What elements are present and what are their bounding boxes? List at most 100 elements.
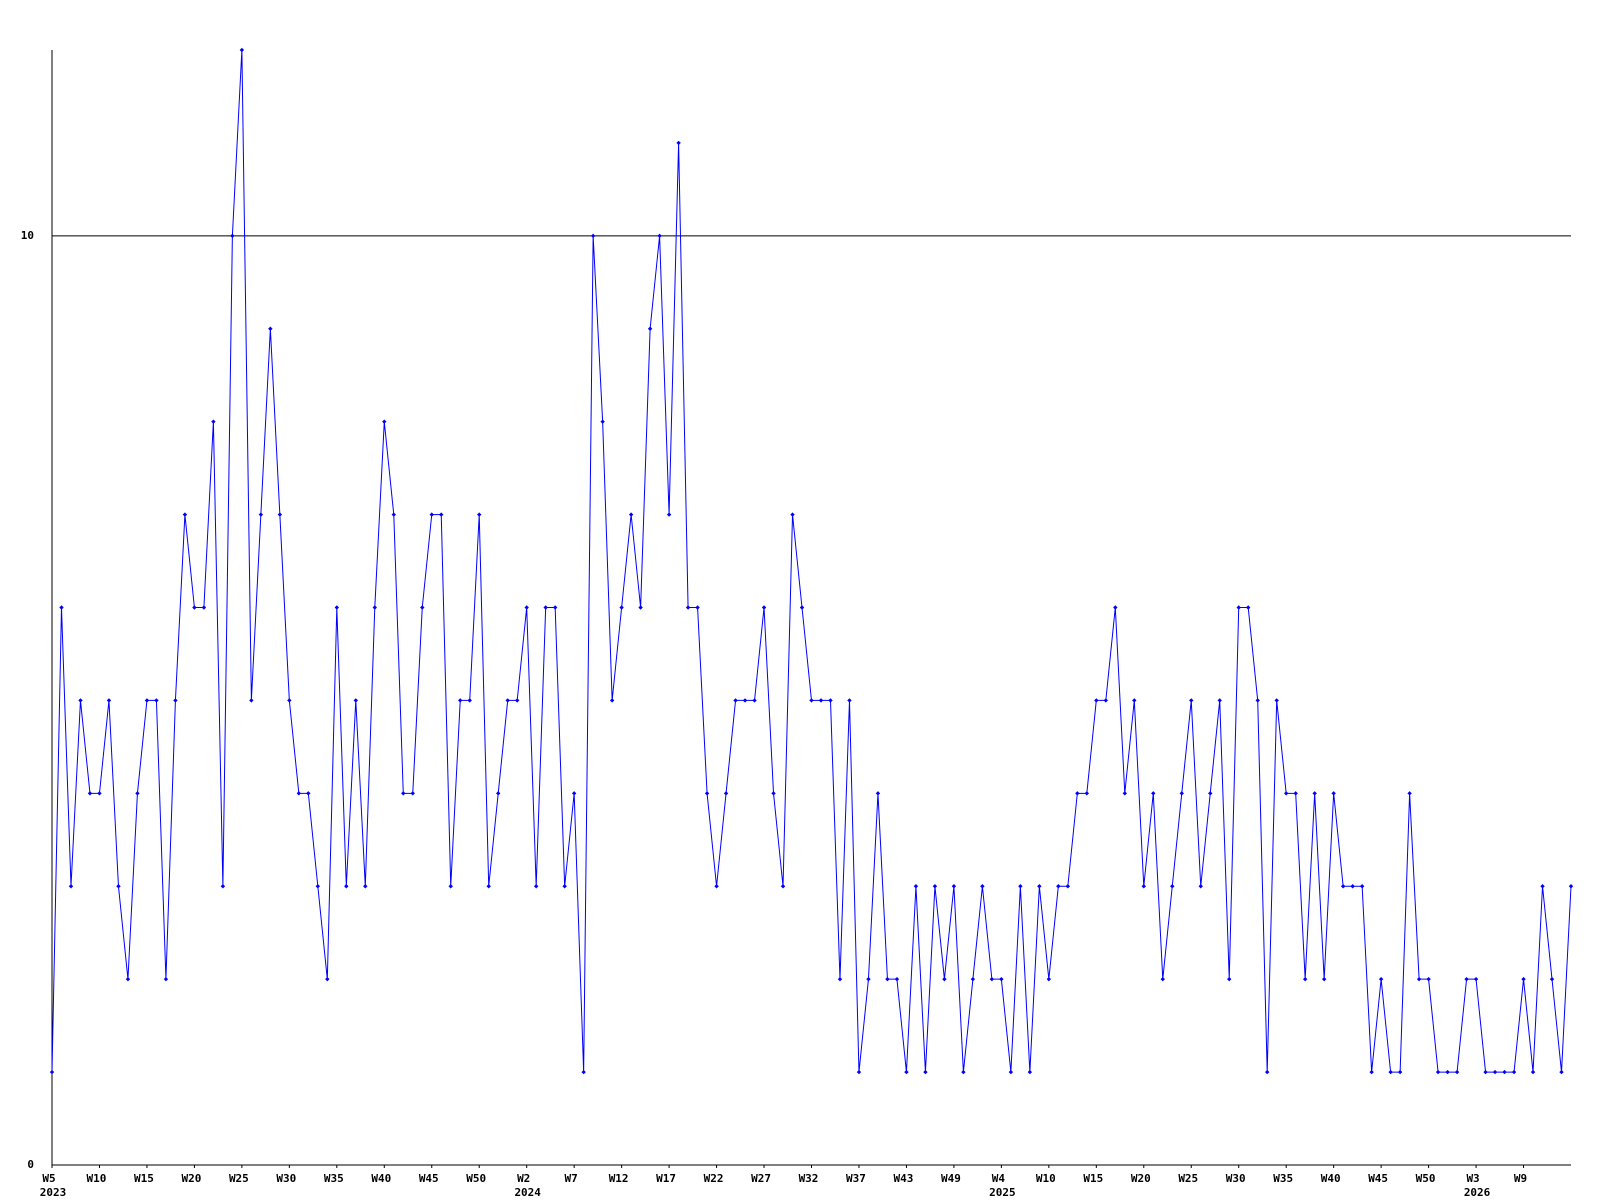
x-tick-label: W45 (419, 1172, 439, 1185)
x-tick-label: W7 (565, 1172, 578, 1185)
x-tick-label: W35 (1273, 1172, 1293, 1185)
data-point (1359, 884, 1365, 889)
data-point (1208, 791, 1213, 796)
data-point (1502, 1069, 1507, 1075)
data-point (1046, 976, 1052, 982)
data-point (1179, 791, 1184, 796)
data-point (220, 884, 226, 889)
data-point (695, 605, 700, 610)
data-point (1511, 1069, 1517, 1075)
data-point (562, 884, 567, 889)
data-point (533, 884, 539, 889)
data-point (106, 698, 112, 703)
data-point (1388, 1069, 1393, 1075)
x-tick-label: W40 (371, 1172, 391, 1185)
x-tick-label: W20 (181, 1172, 201, 1185)
data-point (144, 698, 150, 703)
data-point (1568, 884, 1574, 889)
data-point (201, 605, 207, 610)
data-point (420, 605, 425, 610)
data-point (1236, 605, 1241, 610)
data-point (970, 976, 976, 982)
data-point (382, 419, 387, 424)
x-tick-label: W40 (1321, 1172, 1341, 1185)
x-tick-label: W20 (1131, 1172, 1151, 1185)
data-point (923, 1069, 928, 1075)
x-tick-label: W25 (1178, 1172, 1198, 1185)
x-year-label: 2026 (1464, 1186, 1491, 1199)
data-point (942, 976, 947, 982)
data-point (505, 698, 510, 703)
data-point (590, 233, 596, 239)
data-point (1397, 1069, 1403, 1075)
data-point (771, 791, 776, 796)
x-tick-label: W5 (42, 1172, 55, 1185)
x-tick-label: W10 (87, 1172, 107, 1185)
data-point (154, 698, 159, 703)
data-point (258, 512, 264, 517)
x-tick-label: W32 (799, 1172, 819, 1185)
data-point (742, 698, 748, 703)
data-point (1407, 791, 1412, 796)
data-point (296, 791, 302, 796)
data-point (125, 976, 131, 982)
x-tick-label: W30 (276, 1172, 296, 1185)
data-point (685, 605, 691, 610)
data-point (1217, 698, 1222, 703)
data-point (514, 698, 520, 703)
data-point (448, 884, 453, 889)
data-point (1302, 976, 1308, 982)
data-point (552, 605, 558, 610)
x-tick-label: W45 (1368, 1172, 1388, 1185)
data-point (828, 698, 833, 703)
data-point (799, 605, 805, 610)
data-point (1340, 884, 1346, 889)
data-point (1075, 791, 1080, 796)
data-point (761, 605, 767, 610)
data-point (486, 884, 491, 889)
data-point (1435, 1069, 1441, 1075)
x-year-label: 2023 (40, 1186, 67, 1199)
data-point (429, 512, 434, 517)
x-tick-label: W4 (992, 1172, 1006, 1185)
data-point (1141, 884, 1146, 889)
data-point (163, 976, 169, 982)
x-tick-label: W50 (1416, 1172, 1436, 1185)
data-point (780, 884, 786, 889)
data-point (173, 698, 178, 703)
data-point (619, 605, 624, 610)
data-point (315, 884, 321, 889)
data-point (1151, 791, 1156, 796)
data-point (1018, 884, 1023, 889)
data-point (1473, 976, 1479, 982)
data-point (1198, 884, 1203, 889)
data-point (1378, 976, 1384, 982)
data-line (51, 49, 1572, 1073)
x-tick-label: W17 (656, 1172, 676, 1185)
data-point (477, 512, 482, 517)
data-point (1132, 698, 1137, 703)
data-point (999, 976, 1004, 982)
data-point (1540, 884, 1545, 889)
data-point (723, 791, 729, 796)
data-point (543, 605, 548, 610)
data-point (1255, 698, 1260, 703)
data-point (1492, 1069, 1498, 1075)
data-point (401, 791, 406, 796)
data-point (866, 976, 871, 982)
data-point (49, 1069, 55, 1075)
data-point (1008, 1069, 1014, 1075)
data-point (1331, 791, 1336, 796)
data-point (277, 512, 283, 517)
data-point (116, 884, 121, 889)
data-point (609, 698, 615, 703)
data-point (1103, 698, 1109, 703)
x-tick-label: W49 (941, 1172, 961, 1185)
data-point (676, 140, 681, 146)
data-point (1445, 1069, 1450, 1075)
data-point (809, 698, 814, 703)
data-point (752, 698, 757, 703)
data-point (87, 791, 93, 796)
data-point (1454, 1069, 1460, 1075)
data-point (1521, 976, 1526, 982)
